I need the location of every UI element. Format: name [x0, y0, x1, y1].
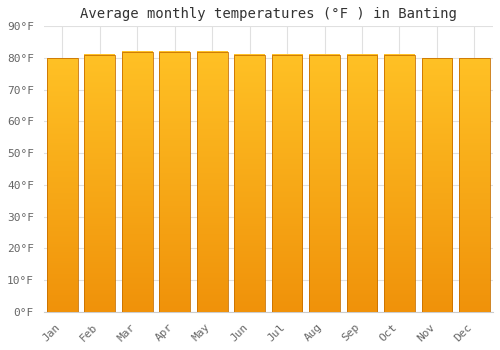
Bar [459, 58, 490, 312]
Bar [272, 55, 302, 312]
Title: Average monthly temperatures (°F ) in Banting: Average monthly temperatures (°F ) in Ba… [80, 7, 457, 21]
Bar [47, 58, 78, 312]
Bar [384, 55, 415, 312]
Bar [122, 52, 152, 312]
Bar [160, 52, 190, 312]
Bar [234, 55, 265, 312]
Bar [160, 52, 190, 312]
Bar [234, 55, 265, 312]
Bar [84, 55, 115, 312]
Bar [309, 55, 340, 312]
Bar [422, 58, 452, 312]
Bar [309, 55, 340, 312]
Bar [84, 55, 115, 312]
Bar [197, 52, 228, 312]
Bar [346, 55, 378, 312]
Bar [346, 55, 378, 312]
Bar [459, 58, 490, 312]
Bar [122, 52, 152, 312]
Bar [272, 55, 302, 312]
Bar [384, 55, 415, 312]
Bar [47, 58, 78, 312]
Bar [197, 52, 228, 312]
Bar [422, 58, 452, 312]
